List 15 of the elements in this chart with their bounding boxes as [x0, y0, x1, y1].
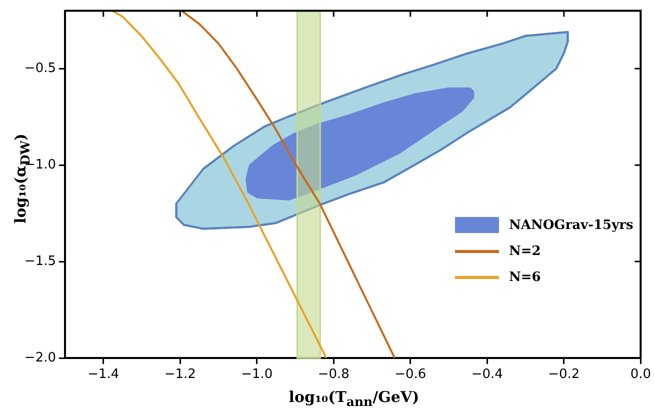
- x-tick-label: −1.4: [88, 367, 120, 382]
- x-axis-title: log₁₀(T$_{ann}$/GeV): [288, 388, 420, 409]
- x-tick-label: −1.0: [241, 367, 273, 382]
- legend-label: NANOGrav-15yrs: [509, 218, 634, 232]
- legend-label: N=6: [509, 270, 541, 284]
- y-tick-label: −2.0: [24, 350, 56, 366]
- x-tick-label: −0.8: [318, 367, 350, 382]
- x-tick-label: 0.0: [630, 367, 652, 382]
- y-tick-label: −1.5: [24, 254, 56, 269]
- x-tick-label: −0.6: [394, 367, 426, 382]
- x-tick-label: −0.4: [471, 367, 503, 382]
- x-tick-label: −1.2: [164, 367, 196, 382]
- y-tick-label: −0.5: [24, 61, 56, 76]
- x-tick-label: −0.2: [548, 367, 580, 382]
- legend-label: N=2: [509, 244, 541, 258]
